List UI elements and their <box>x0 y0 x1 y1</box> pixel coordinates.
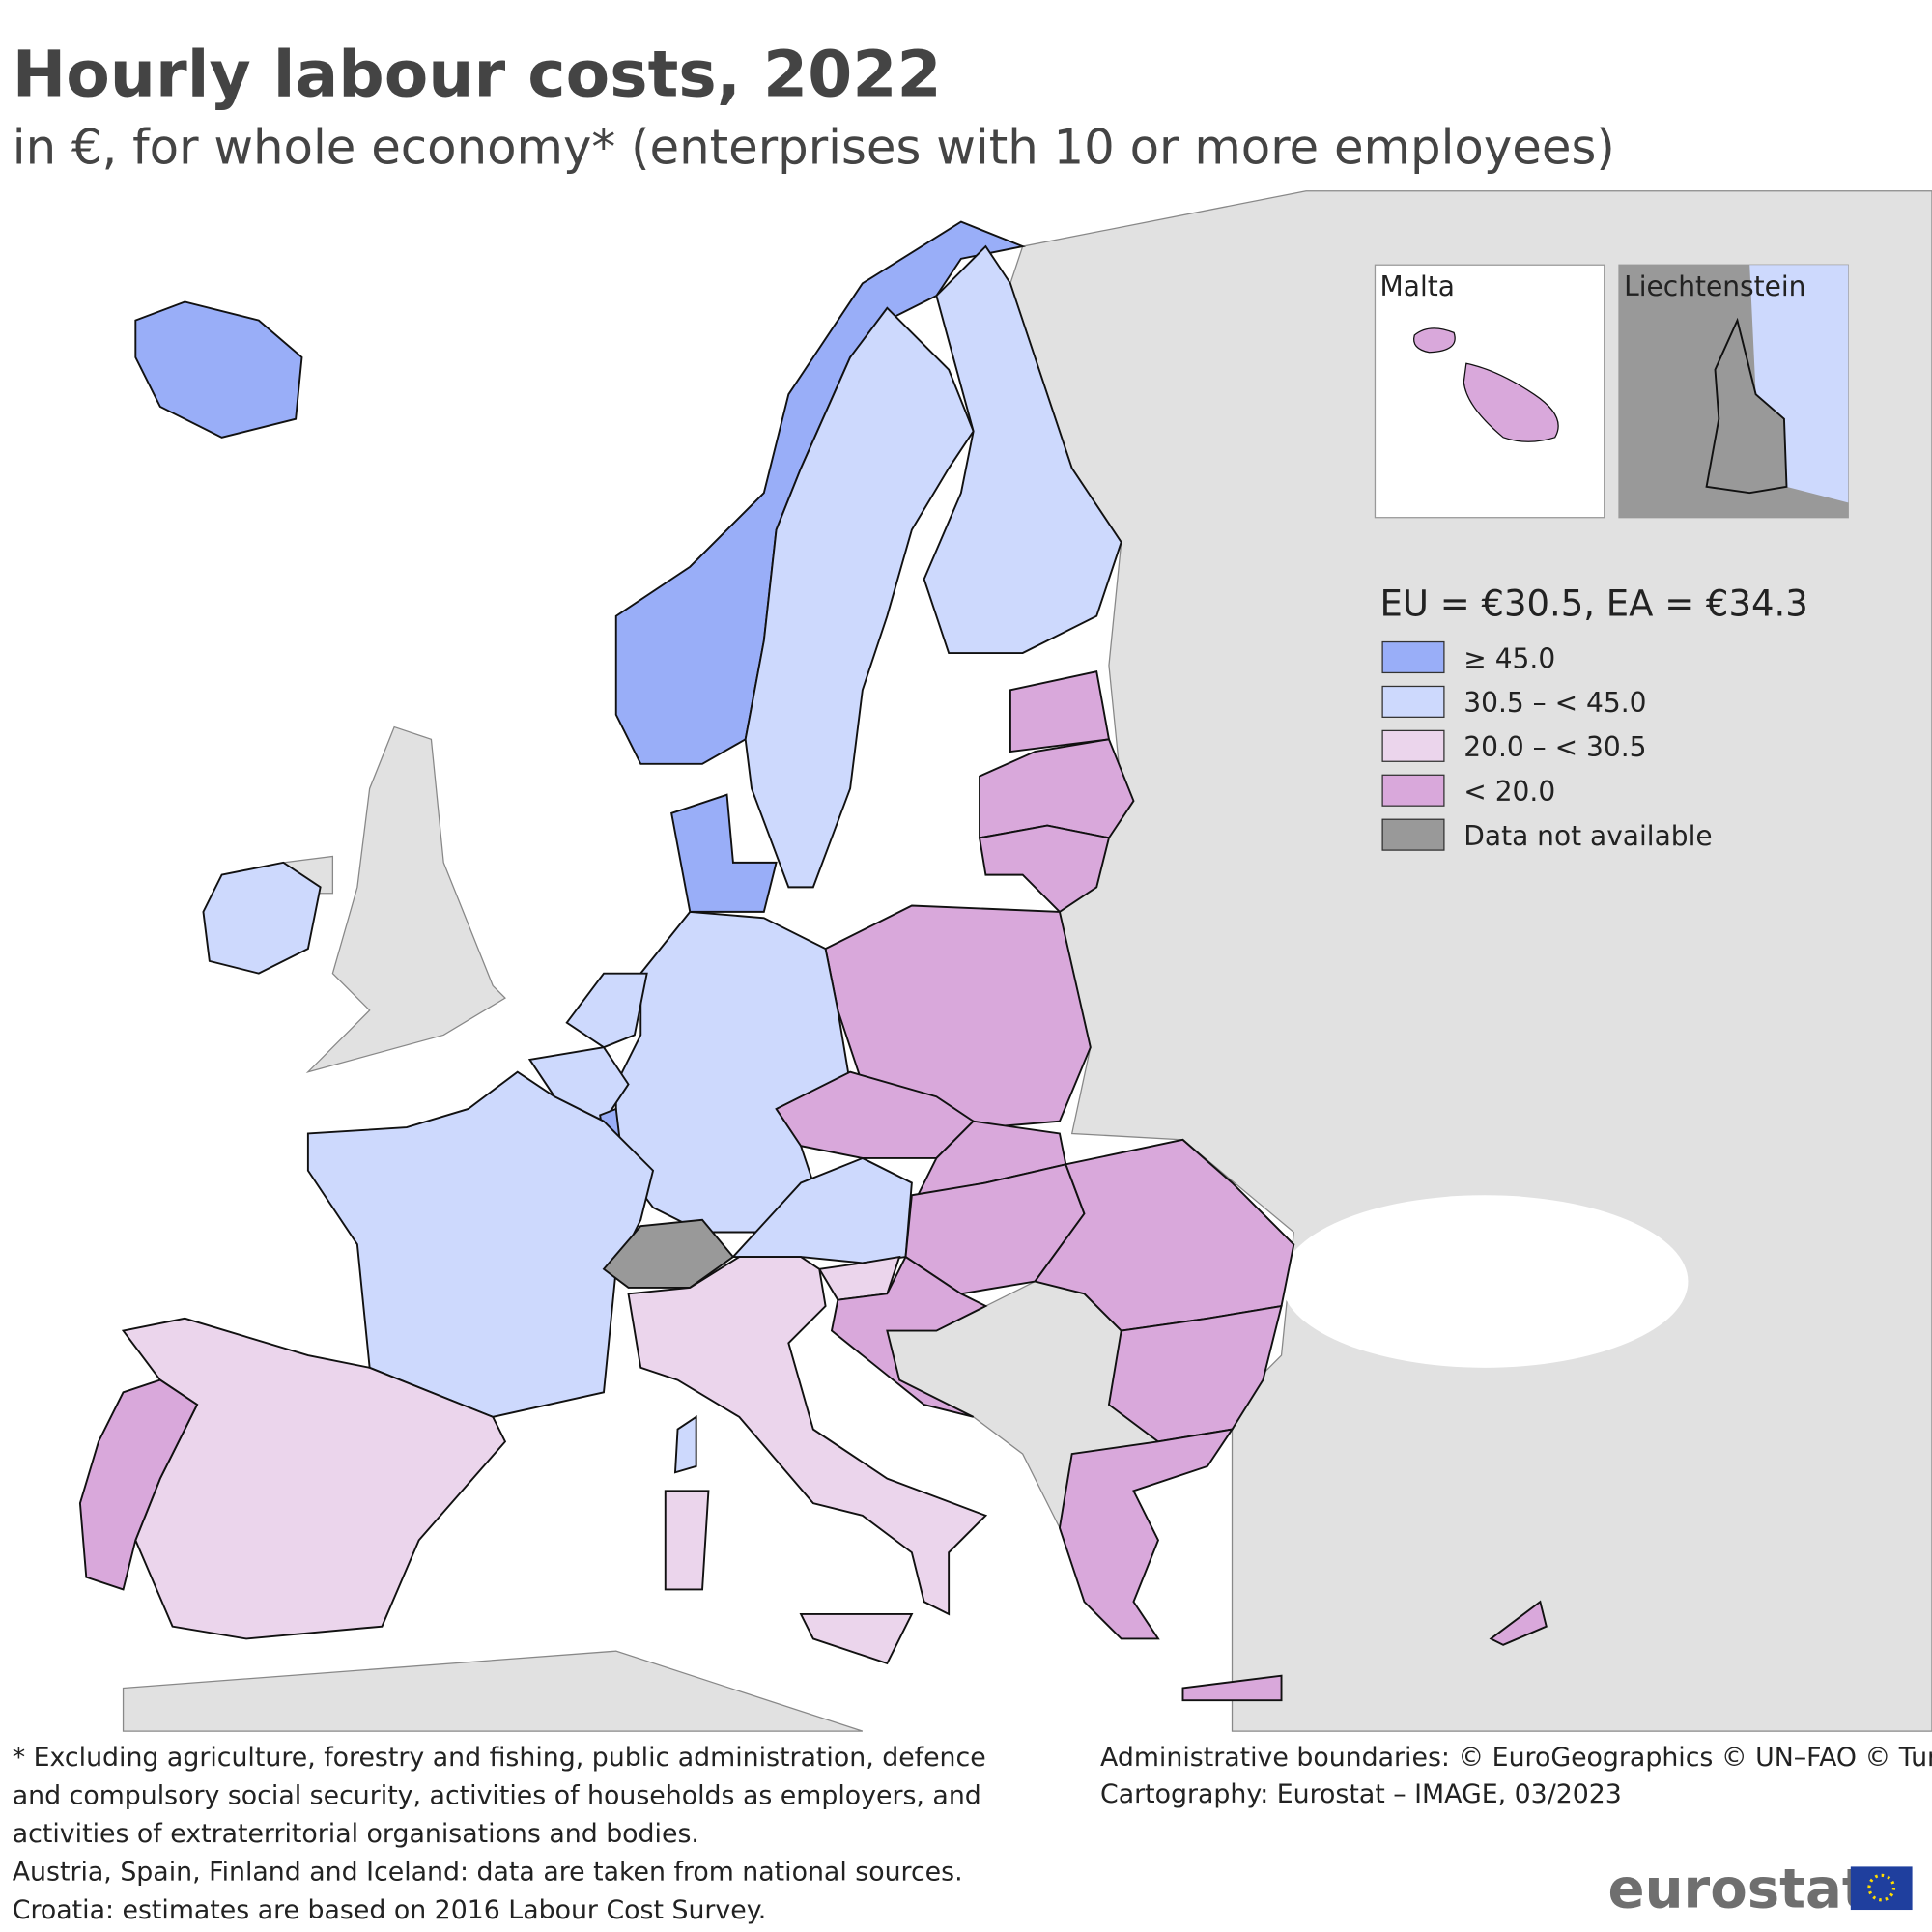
legend-label: ≥ 45.0 <box>1463 642 1555 674</box>
footnote: and compulsory social security, activiti… <box>13 1780 981 1810</box>
credit: Cartography: Eurostat – IMAGE, 03/2023 <box>1100 1779 1622 1809</box>
legend-swatch <box>1381 640 1445 674</box>
latvia <box>979 738 1135 839</box>
ireland <box>202 861 322 975</box>
finland <box>923 244 1122 654</box>
legend-swatch <box>1381 774 1445 807</box>
black-sea <box>1281 1195 1689 1368</box>
legend-swatch <box>1381 818 1445 851</box>
corsica <box>673 1415 697 1474</box>
sweden <box>744 306 975 889</box>
credits: Administrative boundaries: © EuroGeograp… <box>1100 1743 1932 1809</box>
logo-text: eurostat <box>1608 1858 1868 1920</box>
legend-title: EU = €30.5, EA = €34.3 <box>1380 583 1808 625</box>
legend-label: 30.5 – < 45.0 <box>1463 687 1646 719</box>
map-area <box>78 190 1932 1732</box>
footnotes: * Excluding agriculture, forestry and fi… <box>13 1743 986 1925</box>
eu-flag <box>1850 1866 1913 1911</box>
legend-swatch <box>1381 685 1445 718</box>
inset-malta: Malta <box>1374 264 1605 519</box>
legend-label: 20.0 – < 30.5 <box>1463 731 1646 763</box>
portugal <box>78 1378 199 1591</box>
north-africa <box>122 1650 864 1732</box>
belgium <box>527 1046 630 1122</box>
lithuania <box>978 824 1111 914</box>
iceland <box>134 300 303 439</box>
malta-island <box>1463 362 1559 442</box>
inset-label: Liechtenstein <box>1624 270 1805 302</box>
sardinia <box>664 1490 710 1591</box>
inset-liechtenstein: Liechtenstein <box>1618 264 1849 519</box>
title: Hourly labour costs, 2022 <box>13 36 942 111</box>
legend-label: Data not available <box>1463 820 1712 852</box>
great-britain <box>305 725 506 1073</box>
estonia <box>1009 670 1111 753</box>
flag-field <box>1850 1866 1913 1911</box>
legend-label: < 20.0 <box>1463 776 1555 808</box>
slovenia <box>817 1255 901 1301</box>
legend-swatch <box>1381 729 1445 762</box>
bulgaria <box>1107 1304 1283 1443</box>
italy <box>627 1256 988 1616</box>
crete <box>1181 1674 1283 1702</box>
sicily <box>799 1612 914 1665</box>
cyprus <box>1489 1600 1548 1646</box>
footnote: Croatia: estimates are based on 2016 Lab… <box>13 1895 767 1925</box>
netherlands <box>565 972 648 1049</box>
greece <box>1058 1428 1235 1640</box>
gozo <box>1413 327 1456 354</box>
croatia <box>830 1255 988 1418</box>
flag-stars <box>1867 1873 1896 1902</box>
poland <box>824 904 1092 1129</box>
footnote: activities of extraterritorial organisat… <box>13 1819 699 1849</box>
footnote: * Excluding agriculture, forestry and fi… <box>13 1743 986 1773</box>
legend: EU = €30.5, EA = €34.3 ≥ 45.0 30.5 – < 45… <box>1380 583 1808 852</box>
footnote: Austria, Spain, Finland and Iceland: dat… <box>13 1857 963 1887</box>
subtitle: in €, for whole economy* (enterprises wi… <box>13 120 1615 176</box>
austria-inset <box>1749 265 1849 503</box>
inset-label: Malta <box>1380 270 1455 302</box>
credit: Administrative boundaries: © EuroGeograp… <box>1100 1743 1932 1773</box>
liechtenstein-shape <box>1705 317 1788 495</box>
france <box>306 1070 655 1418</box>
